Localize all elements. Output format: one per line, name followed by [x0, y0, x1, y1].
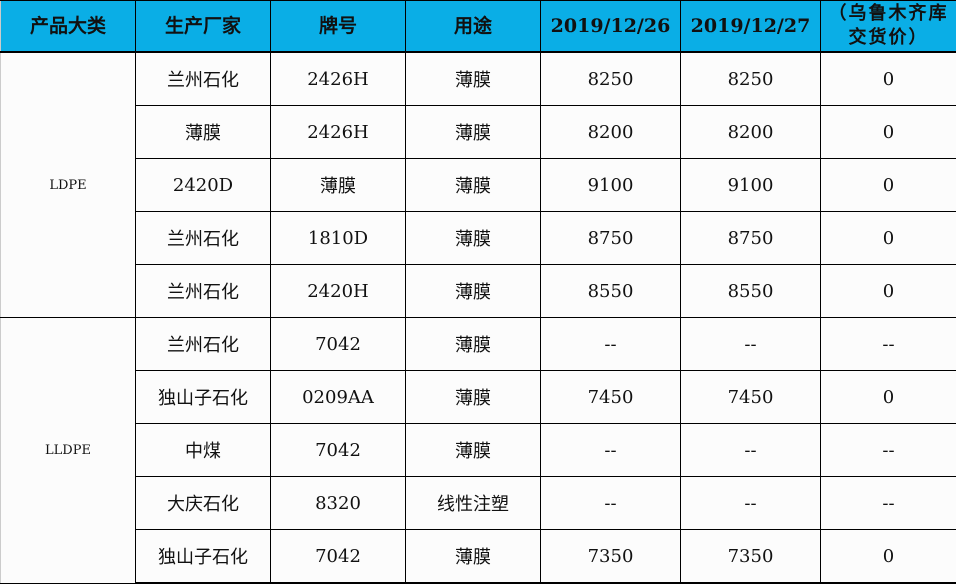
price-2019-12-27-cell: 8550: [680, 264, 821, 318]
change-cell: 0: [820, 264, 956, 318]
price-2019-12-27-cell: 7350: [680, 529, 821, 584]
grade-cell: 薄膜: [270, 158, 406, 212]
change-cell: 0: [820, 370, 956, 424]
change-cell: --: [820, 476, 956, 530]
manufacturer-cell: 兰州石化: [135, 264, 271, 318]
usage-cell: 薄膜: [405, 158, 541, 212]
grade-cell: 2426H: [270, 51, 406, 106]
change-cell: --: [820, 423, 956, 477]
category-cell: LDPE: [0, 51, 136, 318]
usage-cell: 薄膜: [405, 529, 541, 584]
table-row: 薄膜 2426H 薄膜 8200 8200 0: [1, 105, 956, 159]
price-2019-12-26-cell: 7350: [540, 529, 681, 584]
table-row: 兰州石化 2420H 薄膜 8550 8550 0: [1, 264, 956, 318]
table-row: 独山子石化 7042 薄膜 7350 7350 0: [1, 529, 956, 584]
usage-cell: 薄膜: [405, 51, 541, 106]
table-row: 中煤 7042 薄膜 -- -- --: [1, 423, 956, 477]
usage-cell: 薄膜: [405, 264, 541, 318]
header-grade: 牌号: [270, 0, 406, 53]
header-change: （乌鲁木齐库交货价）: [820, 0, 956, 53]
table-row: LDPE 兰州石化 2426H 薄膜 8250 8250 0: [0, 51, 956, 318]
price-2019-12-27-cell: 8750: [680, 211, 821, 265]
change-cell: 0: [820, 529, 956, 584]
table-row: 兰州石化 1810D 薄膜 8750 8750 0: [1, 211, 956, 265]
grade-cell: 2426H: [270, 105, 406, 159]
price-2019-12-27-cell: --: [680, 423, 821, 477]
manufacturer-cell: 薄膜: [135, 105, 271, 159]
price-2019-12-26-cell: 8200: [540, 105, 681, 159]
change-cell: 0: [820, 158, 956, 212]
grade-cell: 7042: [270, 423, 406, 477]
table-row: 大庆石化 8320 线性注塑 -- -- --: [1, 476, 956, 530]
usage-cell: 线性注塑: [405, 476, 541, 530]
header-date-1: 2019/12/26: [540, 0, 681, 53]
manufacturer-cell: 中煤: [135, 423, 271, 477]
usage-cell: 薄膜: [405, 423, 541, 477]
change-cell: 0: [820, 211, 956, 265]
price-2019-12-26-cell: 8250: [540, 51, 681, 106]
price-2019-12-26-cell: --: [540, 476, 681, 530]
usage-cell: 薄膜: [405, 370, 541, 424]
price-2019-12-26-cell: --: [540, 317, 681, 371]
table-row: 2420D 薄膜 薄膜 9100 9100 0: [1, 158, 956, 212]
price-2019-12-27-cell: 8200: [680, 105, 821, 159]
usage-cell: 薄膜: [405, 317, 541, 371]
price-2019-12-26-cell: 7450: [540, 370, 681, 424]
manufacturer-cell: 兰州石化: [135, 317, 271, 371]
header-date-2: 2019/12/27: [680, 0, 821, 53]
manufacturer-cell: 大庆石化: [135, 476, 271, 530]
price-2019-12-27-cell: 8250: [680, 51, 821, 106]
header-row: 产品大类 生产厂家 牌号 用途 2019/12/26 2019/12/27 （乌…: [0, 0, 956, 53]
price-2019-12-27-cell: 9100: [680, 158, 821, 212]
manufacturer-cell: 独山子石化: [135, 370, 271, 424]
table-row: 独山子石化 0209AA 薄膜 7450 7450 0: [1, 370, 956, 424]
header-category: 产品大类: [0, 0, 136, 53]
grade-cell: 7042: [270, 529, 406, 584]
header-manufacturer: 生产厂家: [135, 0, 271, 53]
category-cell: LLDPE: [0, 317, 136, 584]
manufacturer-cell: 兰州石化: [135, 51, 271, 106]
change-cell: --: [820, 317, 956, 371]
change-cell: 0: [820, 51, 956, 106]
price-2019-12-27-cell: 7450: [680, 370, 821, 424]
price-2019-12-26-cell: 9100: [540, 158, 681, 212]
grade-cell: 0209AA: [270, 370, 406, 424]
grade-cell: 8320: [270, 476, 406, 530]
usage-cell: 薄膜: [405, 211, 541, 265]
price-2019-12-26-cell: 8550: [540, 264, 681, 318]
grade-cell: 2420H: [270, 264, 406, 318]
grade-cell: 7042: [270, 317, 406, 371]
manufacturer-cell: 独山子石化: [135, 529, 271, 584]
price-2019-12-26-cell: 8750: [540, 211, 681, 265]
manufacturer-cell: 兰州石化: [135, 211, 271, 265]
manufacturer-cell: 2420D: [135, 158, 271, 212]
price-2019-12-26-cell: --: [540, 423, 681, 477]
grade-cell: 1810D: [270, 211, 406, 265]
price-2019-12-27-cell: --: [680, 476, 821, 530]
change-cell: 0: [820, 105, 956, 159]
header-usage: 用途: [405, 0, 541, 53]
price-2019-12-27-cell: --: [680, 317, 821, 371]
usage-cell: 薄膜: [405, 105, 541, 159]
table-row: LLDPE 兰州石化 7042 薄膜 -- -- --: [0, 317, 956, 584]
